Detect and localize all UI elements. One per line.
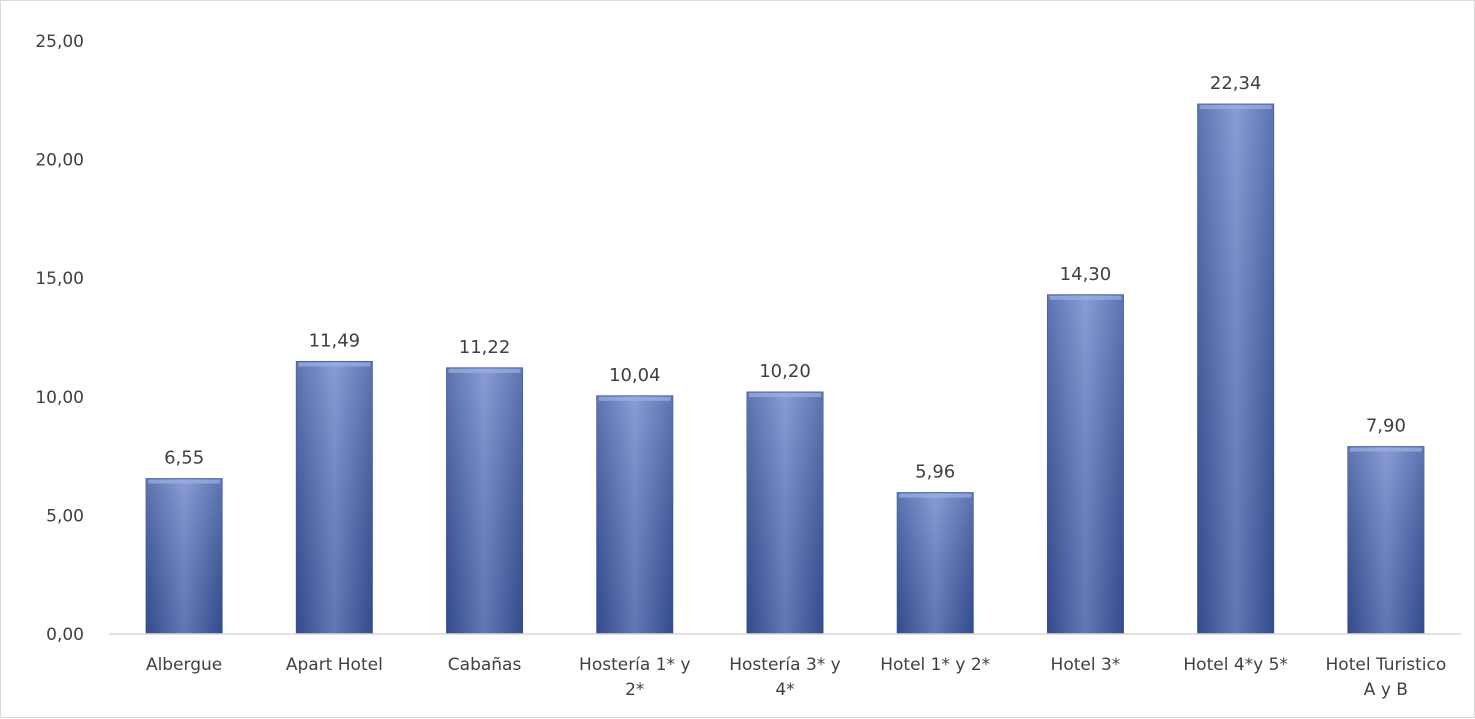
- x-tick-label: Hotel 1* y 2*: [880, 655, 990, 675]
- bars-group: 6,55 11,49 11,22 10,04 10,20 5,96 14,30 22,34 7,…: [145, 73, 1425, 635]
- bar-shade: [1347, 446, 1424, 634]
- bar-shade: [146, 478, 223, 634]
- data-label: 22,34: [1210, 73, 1262, 94]
- x-tick-label: Hotel 3*: [1051, 655, 1121, 675]
- bar-shade: [296, 361, 373, 634]
- bar-top-highlight: [148, 479, 221, 484]
- bar-shade: [897, 492, 974, 634]
- data-label: 14,30: [1060, 264, 1112, 285]
- bar-top-highlight: [1049, 295, 1122, 300]
- data-label: 5,96: [915, 462, 955, 483]
- data-label: 6,55: [164, 448, 204, 469]
- x-tick-label: Hostería 3* y 4*: [729, 655, 840, 700]
- y-tick-label: 15,00: [35, 269, 84, 289]
- bar-shade: [596, 395, 673, 634]
- bar-top-highlight: [899, 493, 972, 498]
- x-tick-label: Apart Hotel: [286, 655, 383, 675]
- data-label: 10,20: [759, 361, 811, 382]
- bar-shade: [747, 392, 823, 634]
- bar-top-highlight: [1199, 105, 1272, 110]
- x-tick-label: Hotel 4*y 5*: [1183, 655, 1288, 675]
- bar-top-highlight: [749, 393, 821, 398]
- x-tick-label: Cabañas: [448, 655, 522, 675]
- y-tick-label: 10,00: [35, 388, 84, 408]
- y-tick-label: 20,00: [35, 151, 84, 171]
- x-tick-label: Albergue: [146, 655, 222, 675]
- y-tick-label: 5,00: [46, 506, 84, 526]
- data-label: 11,49: [309, 330, 361, 351]
- data-label: 7,90: [1366, 416, 1406, 437]
- bar-shade: [1197, 104, 1274, 634]
- y-tick-label: 0,00: [46, 625, 84, 645]
- bar-shade: [1047, 294, 1124, 634]
- x-tick-label: Hotel Turistico A y B: [1326, 655, 1447, 700]
- bar-top-highlight: [448, 368, 521, 373]
- bar-top-highlight: [598, 396, 671, 401]
- y-tick-label: 25,00: [35, 32, 84, 52]
- bar-top-highlight: [1349, 447, 1422, 452]
- data-label: 10,04: [609, 365, 661, 386]
- bar-top-highlight: [298, 362, 371, 367]
- x-tick-label: Hostería 1* y 2*: [579, 655, 690, 700]
- data-label: 11,22: [459, 337, 511, 358]
- y-axis: 0,00 5,00 10,00 15,00 20,00 25,00: [35, 32, 84, 645]
- bar-shade: [446, 367, 523, 634]
